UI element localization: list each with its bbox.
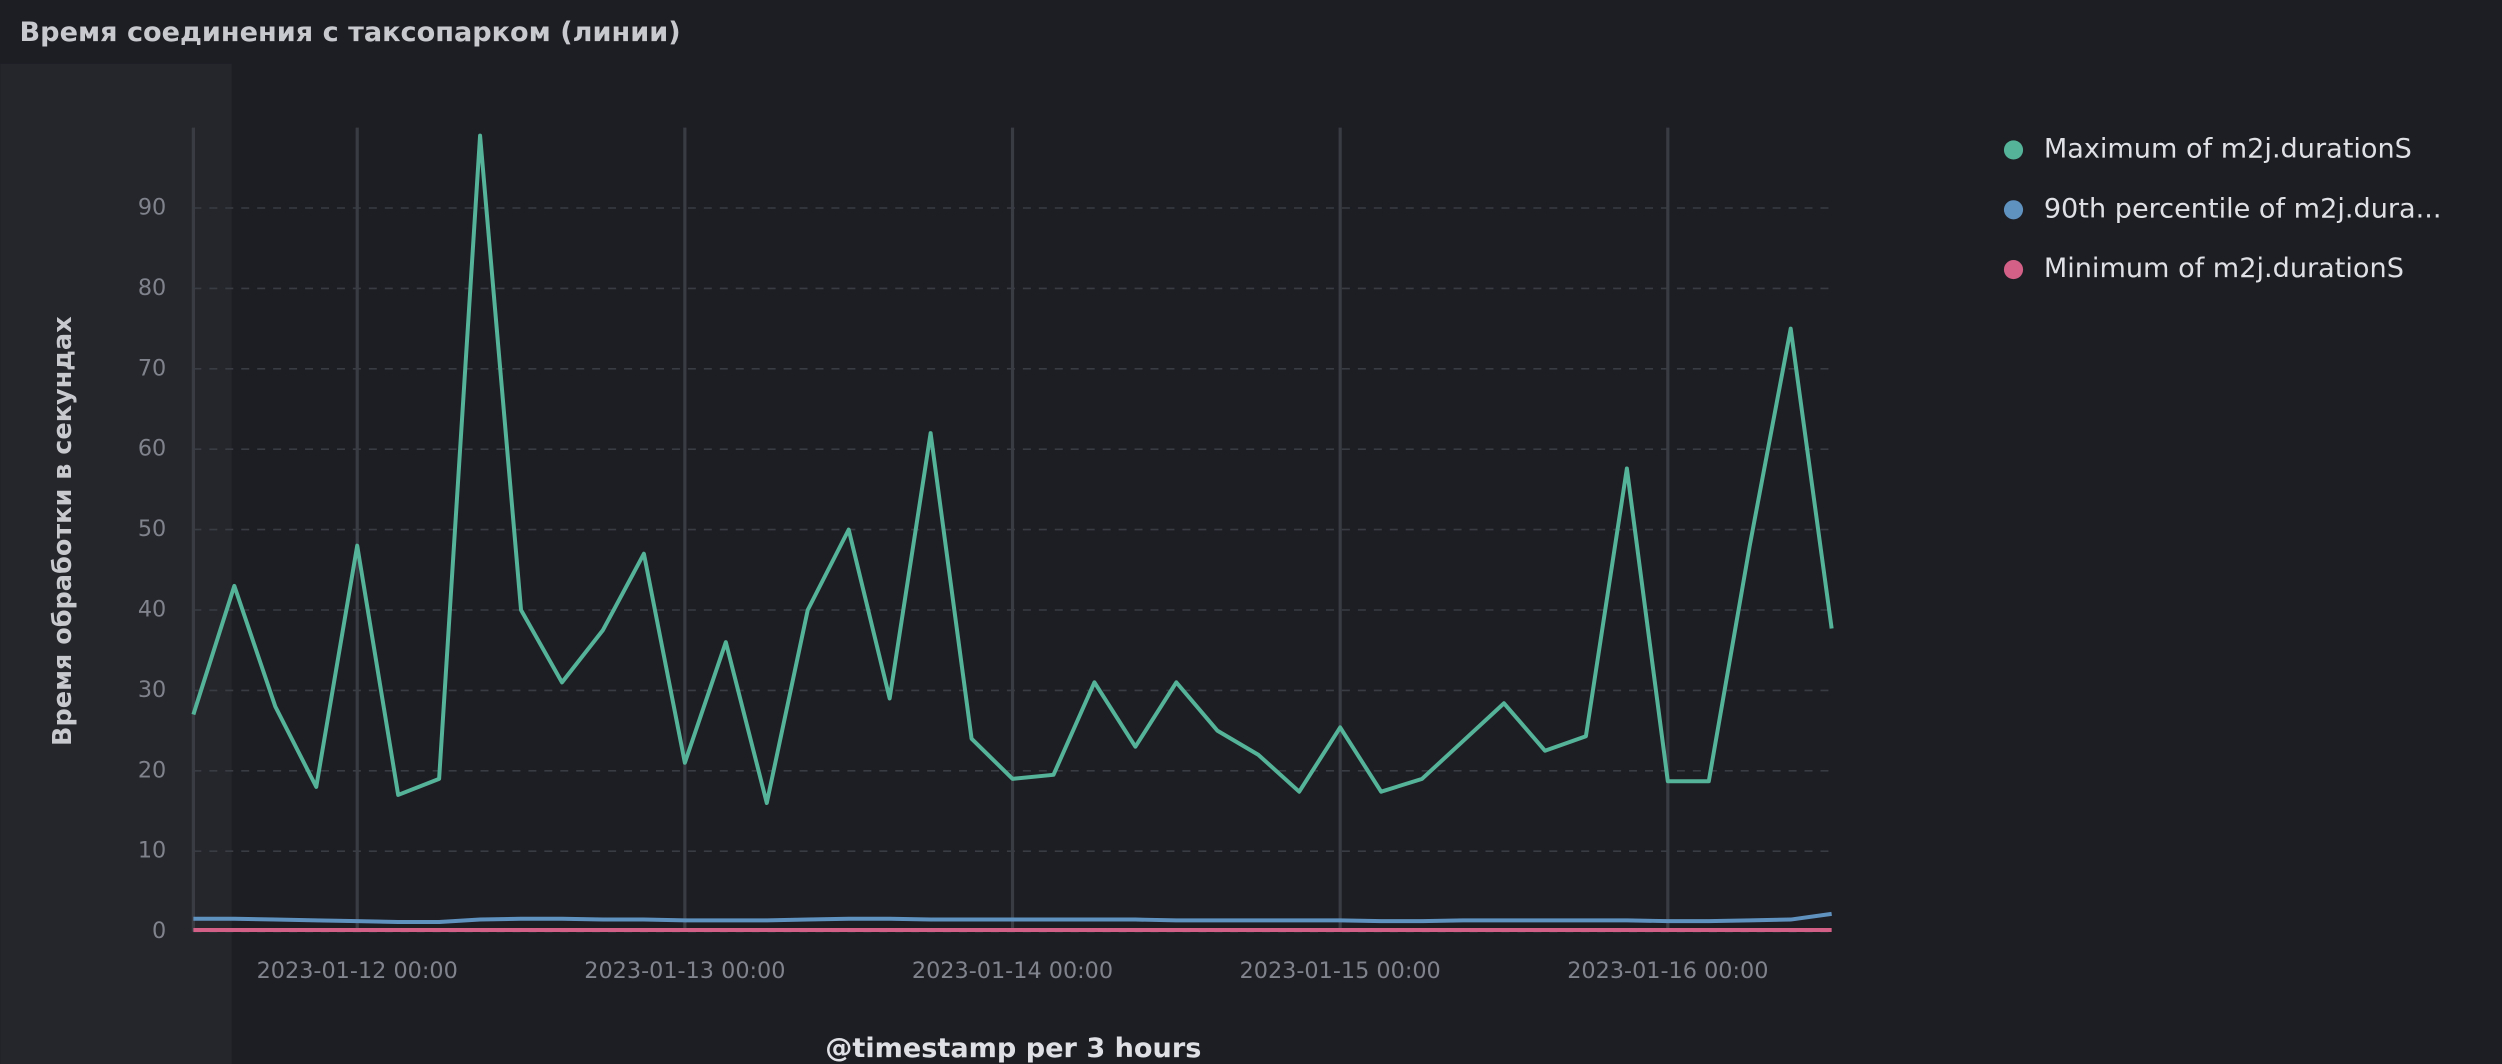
- side-panel: [0, 63, 232, 1064]
- x-tick-label: 2023-01-16 00:00: [1567, 958, 1768, 984]
- x-tick-label: 2023-01-13 00:00: [584, 958, 785, 984]
- x-axis-label: @timestamp per 3 hours: [825, 1033, 1201, 1064]
- legend-marker: [2003, 200, 2024, 220]
- y-tick-label: 20: [138, 757, 166, 783]
- y-tick-label: 40: [138, 597, 166, 623]
- y-axis-label: Время обработки в секундах: [48, 316, 78, 746]
- y-tick-label: 90: [138, 195, 166, 221]
- y-tick-label: 0: [152, 918, 166, 944]
- y-tick-label: 30: [138, 677, 166, 703]
- y-tick-label: 70: [138, 355, 166, 381]
- x-tick-label: 2023-01-15 00:00: [1240, 958, 1441, 984]
- y-tick-label: 60: [138, 436, 166, 462]
- series-line: [191, 133, 1834, 805]
- y-tick-label: 80: [138, 275, 166, 301]
- chart-title: Время соединения с таксопарком (линии): [20, 17, 681, 48]
- legend-marker: [2003, 140, 2024, 160]
- x-tick-label: 2023-01-12 00:00: [257, 958, 458, 984]
- legend-label: Minimum of m2j.durationS: [2044, 253, 2404, 284]
- legend-marker: [2003, 260, 2024, 280]
- x-tick-label: 2023-01-14 00:00: [912, 958, 1113, 984]
- series-line: [193, 911, 1832, 924]
- y-tick-label: 50: [138, 516, 166, 542]
- legend-label: Maximum of m2j.durationS: [2044, 133, 2412, 164]
- legend-label: 90th percentile of m2j.dura...: [2044, 193, 2442, 224]
- y-tick-label: 10: [138, 838, 166, 864]
